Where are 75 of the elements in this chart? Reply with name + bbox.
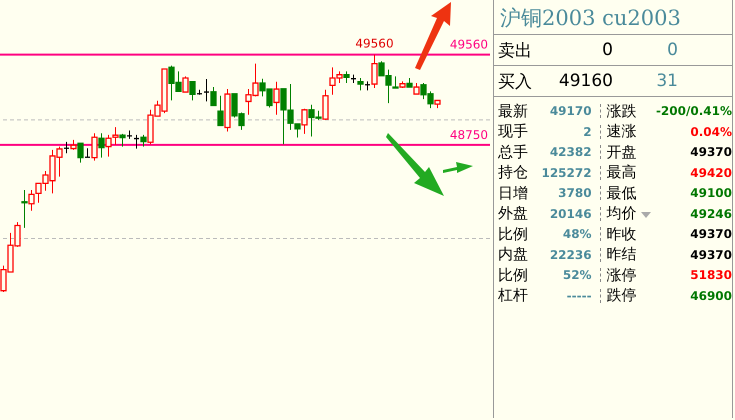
text: 昨结 (606, 245, 638, 264)
text: 49370 (689, 145, 732, 160)
text: 买入 (497, 70, 533, 92)
text: 卖出 (497, 40, 533, 62)
text: 外盘 (497, 204, 529, 224)
text: 跌停 (606, 286, 638, 306)
text: 49170 (534, 104, 601, 118)
text: 速涨 (606, 122, 638, 142)
candlestick (322, 89, 329, 120)
text: 49370 (689, 227, 732, 242)
candlestick (91, 132, 98, 162)
candlestick (406, 78, 413, 88)
text: 比例 (497, 224, 529, 244)
candlestick (413, 82, 420, 95)
candlestick (77, 142, 84, 164)
candlestick (84, 148, 91, 158)
candlestick (63, 141, 70, 154)
candlestick (133, 134, 140, 150)
text: 3780 (534, 186, 601, 200)
candlestick (357, 78, 364, 91)
candlestick (273, 81, 280, 116)
text: 开盘 (606, 142, 638, 162)
text: 22236 (534, 248, 601, 262)
text: 最新 (497, 102, 529, 121)
text: 51830 (689, 268, 732, 282)
text: 最低 (606, 184, 638, 203)
text: 49100 (689, 186, 732, 200)
text: 涨跌 (606, 102, 638, 121)
text: 0 (601, 40, 613, 60)
text: 49160 (558, 71, 613, 91)
candlestick (203, 78, 210, 102)
text: -200/0.41% (654, 104, 732, 118)
candlestick (182, 76, 189, 93)
candlestick (343, 70, 350, 84)
text: 杠杆 (497, 286, 529, 306)
text: 52% (534, 268, 601, 282)
text: 日增 (497, 184, 529, 203)
text: 2 (534, 124, 601, 139)
candlestick (119, 133, 126, 148)
candlestick (21, 190, 28, 228)
candlestick (98, 132, 105, 158)
text: 沪铜2003 cu2003 (494, 0, 732, 35)
candlestick (217, 95, 224, 126)
ref-line-label: 49560 (450, 38, 488, 52)
candlestick (140, 134, 147, 148)
text: 现手 (497, 122, 529, 142)
text: 比例 (497, 266, 529, 285)
text: 0 (666, 40, 678, 60)
text: 125272 (534, 166, 601, 180)
text: 20146 (534, 206, 601, 221)
text: 42382 (534, 145, 601, 160)
text: 昨收 (606, 224, 638, 244)
text: 48% (534, 227, 601, 242)
text: 总手 (497, 142, 529, 162)
text: ----- (534, 288, 601, 303)
text: 涨停 (606, 266, 638, 285)
text: 持仓 (497, 163, 529, 182)
candlestick (189, 81, 196, 101)
candlestick (210, 86, 217, 106)
annotation: 49560 (355, 36, 394, 51)
text: 49370 (689, 248, 732, 262)
text: 46900 (689, 288, 732, 303)
candlestick (70, 139, 77, 150)
candlestick (392, 76, 399, 89)
text: 内盘 (497, 245, 529, 264)
text: 49246 (689, 206, 732, 221)
text: 0.04% (689, 124, 732, 139)
candlestick (371, 54, 378, 89)
ref-line-label: 48750 (450, 128, 488, 142)
text: 31 (655, 71, 678, 91)
text: 49420 (689, 166, 732, 180)
candlestick (301, 108, 308, 134)
candlestick (364, 80, 371, 91)
text: 最高 (606, 163, 638, 182)
text: 均价 (606, 204, 638, 224)
